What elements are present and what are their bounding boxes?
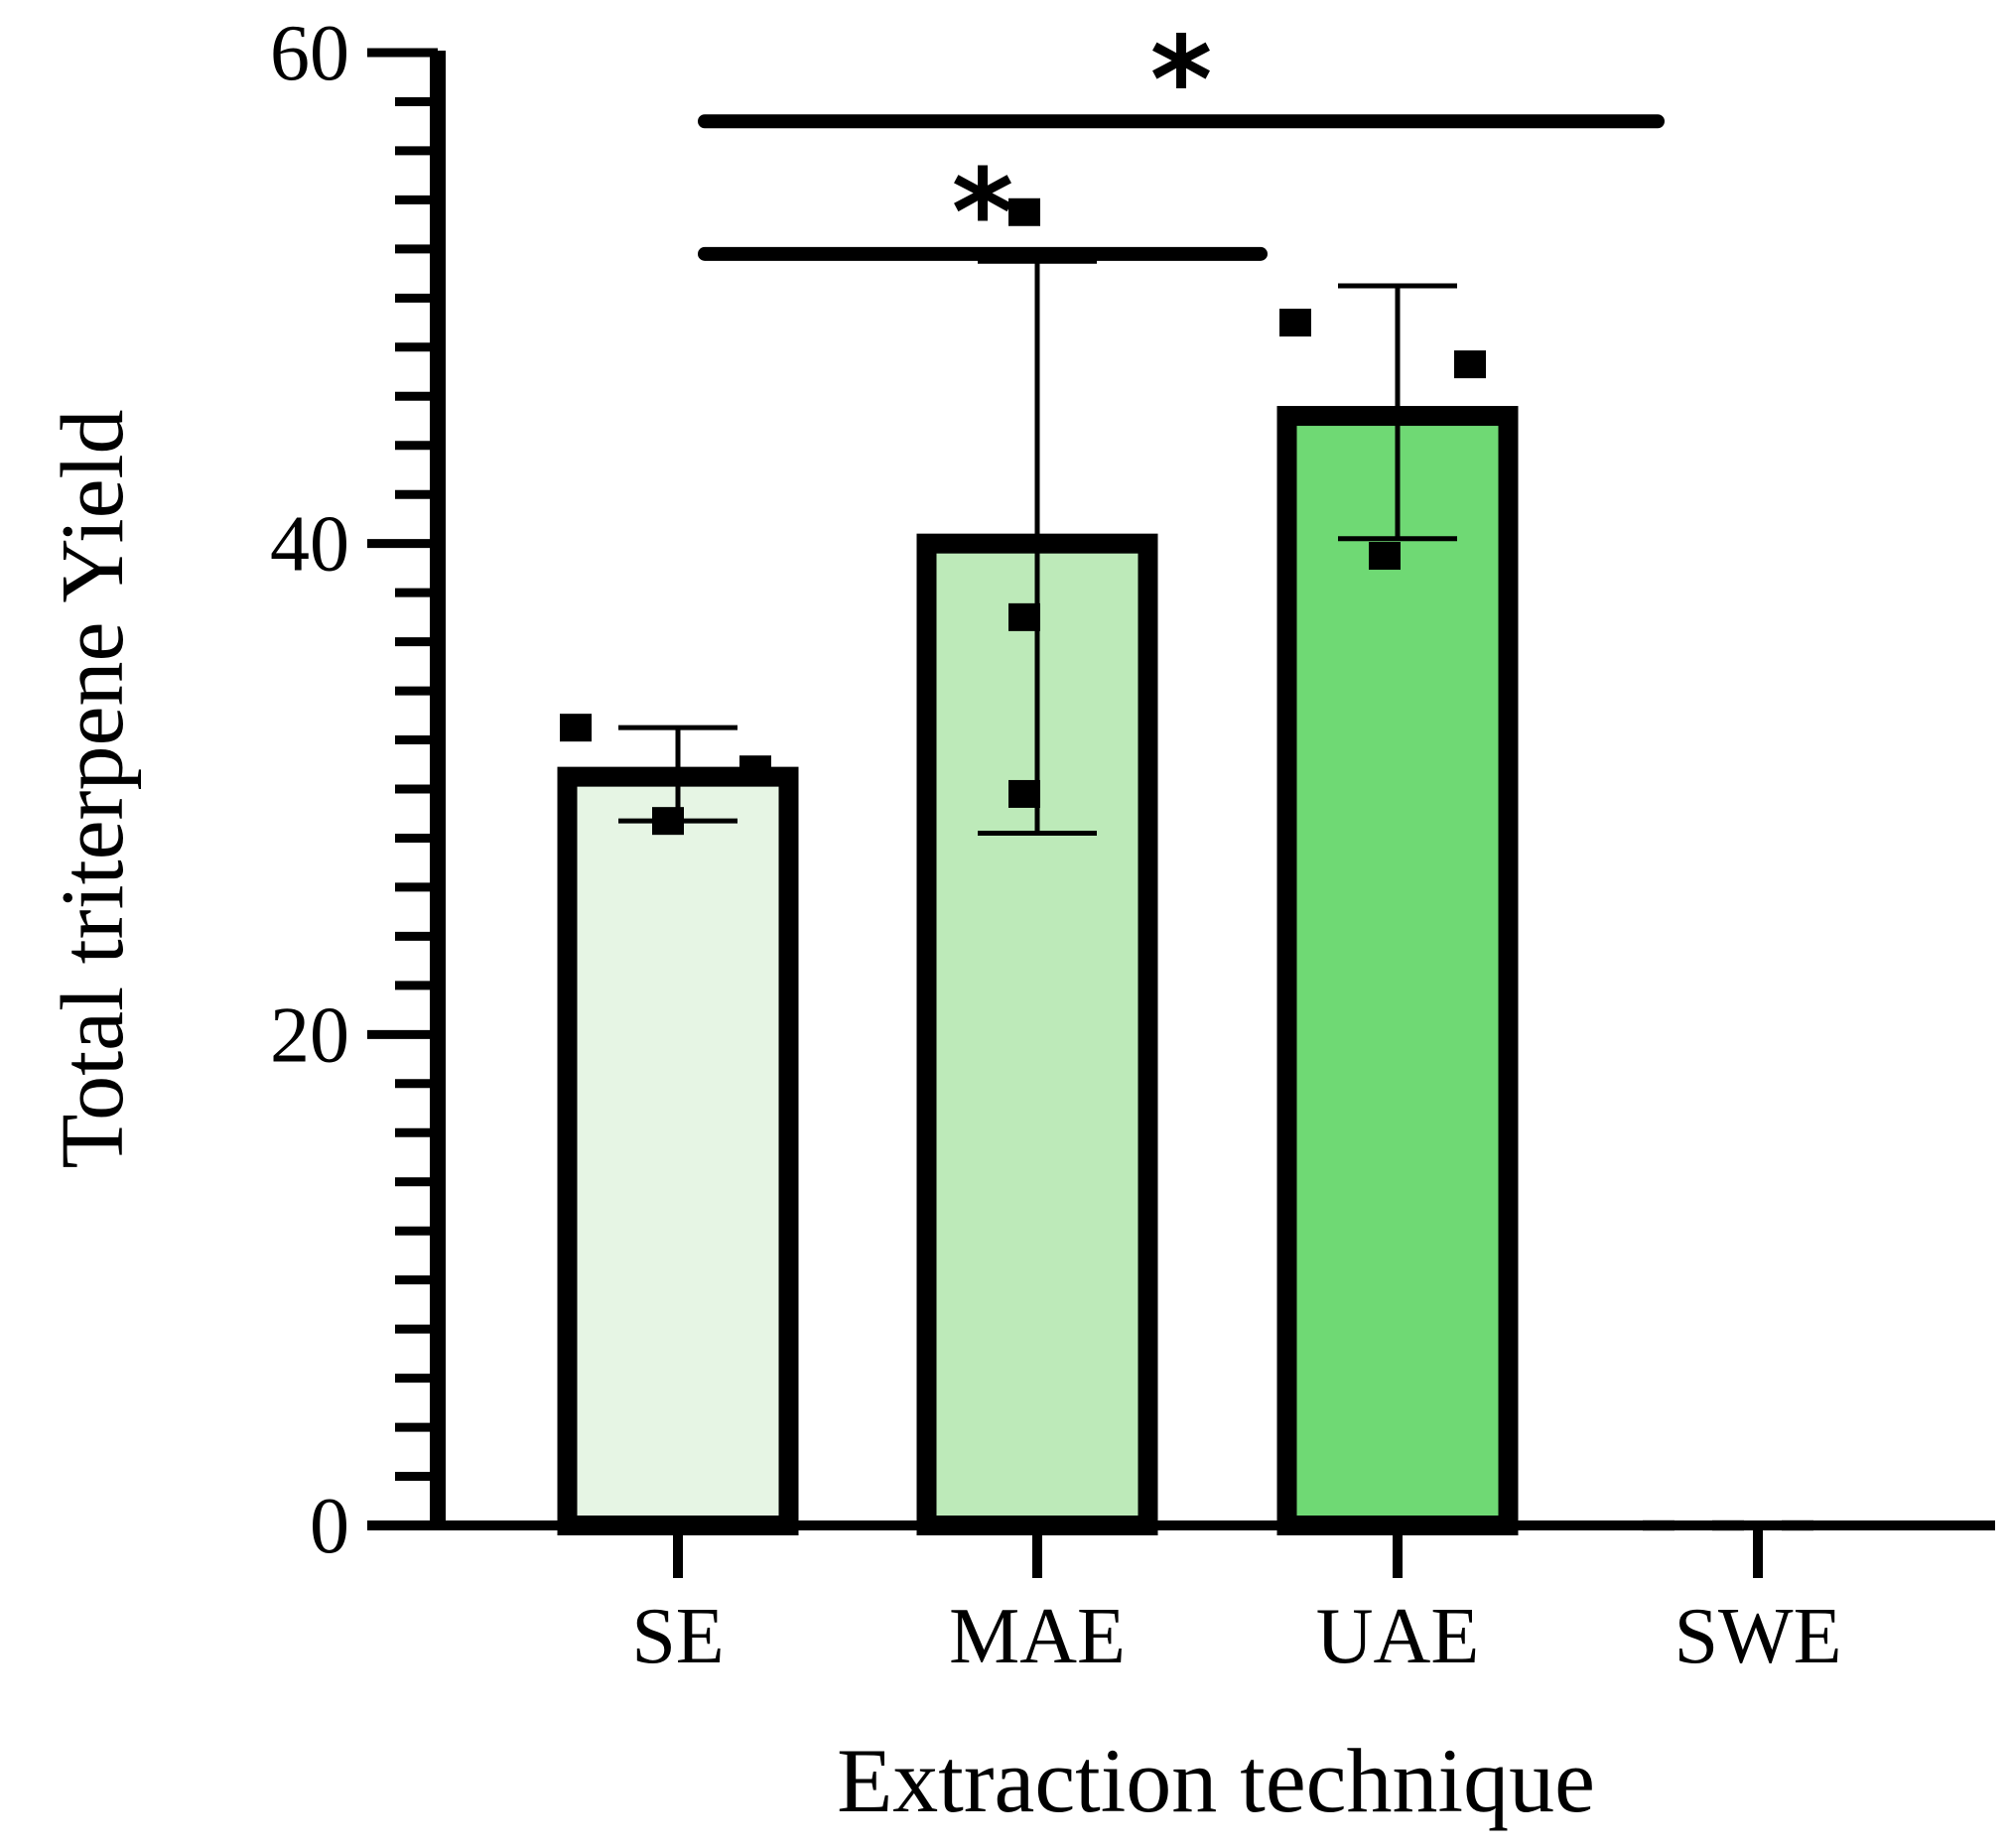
y-tick-label-60: 60 [270, 10, 349, 97]
y-tick-label-20: 20 [270, 991, 349, 1079]
data-point-se-1 [560, 714, 592, 742]
y-axis-title: Total triterpene Yield [44, 409, 142, 1168]
labels-group: 0 20 40 60 SE MAE UAE SWE Extraction technique To… [44, 10, 1841, 1831]
bar-se [557, 766, 799, 1535]
data-point-mae-2 [1008, 602, 1040, 631]
y-tick-label-40: 40 [270, 501, 349, 589]
data-point-uae-1 [1279, 309, 1311, 337]
bar-uae [1276, 406, 1519, 1535]
significance-star-se-mae: * [952, 145, 1014, 283]
x-tick-label-uae: UAE [1316, 1593, 1479, 1680]
significance-group: ** [698, 12, 1665, 283]
significance-star-se-swe: * [1150, 12, 1213, 150]
data-point-uae-3 [1454, 350, 1486, 379]
data-point-uae-2 [1369, 542, 1401, 571]
data-point-se-2 [652, 807, 684, 836]
x-axis-title: Extraction technique [837, 1730, 1595, 1831]
x-tick-label-swe: SWE [1674, 1593, 1842, 1680]
x-tick-label-mae: MAE [949, 1593, 1126, 1680]
error-bars-group [618, 258, 1457, 837]
data-point-mae-3 [1008, 779, 1040, 808]
x-tick-label-se: SE [631, 1593, 724, 1680]
data-point-mae-1 [1008, 198, 1040, 226]
data-point-se-3 [739, 755, 771, 784]
axes-group [367, 48, 1995, 1578]
y-tick-label-0: 0 [310, 1483, 349, 1570]
